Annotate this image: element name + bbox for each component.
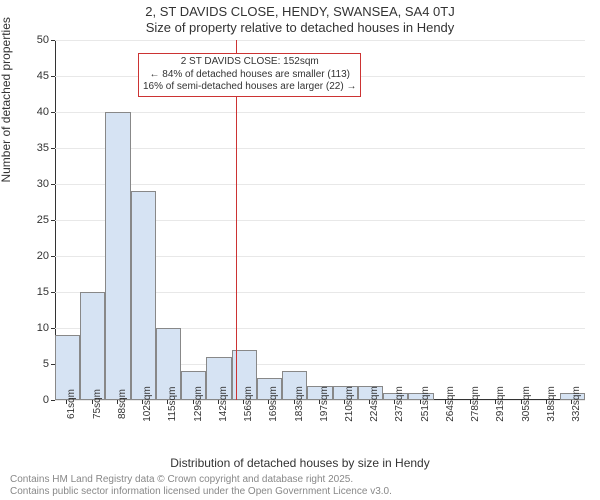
footer-line-2: Contains public sector information licen… bbox=[10, 486, 392, 498]
x-tick-mark bbox=[445, 400, 446, 404]
x-tick-label: 142sqm bbox=[218, 386, 229, 422]
x-tick-mark bbox=[294, 400, 295, 404]
plot-area: 0510152025303540455061sqm75sqm88sqm102sq… bbox=[55, 40, 585, 400]
x-tick-mark bbox=[319, 400, 320, 404]
x-tick-label: 156sqm bbox=[243, 386, 254, 422]
x-tick-label: 251sqm bbox=[420, 386, 431, 422]
x-tick-label: 197sqm bbox=[319, 386, 330, 422]
x-tick-mark bbox=[344, 400, 345, 404]
x-tick-label: 61sqm bbox=[66, 389, 77, 419]
grid-line bbox=[55, 112, 585, 113]
chart-container: 2, ST DAVIDS CLOSE, HENDY, SWANSEA, SA4 … bbox=[0, 0, 600, 500]
annotation-line: 16% of semi-detached houses are larger (… bbox=[143, 81, 356, 94]
y-tick-mark bbox=[51, 256, 55, 257]
x-tick-label: 115sqm bbox=[167, 387, 178, 422]
footer-line-1: Contains HM Land Registry data © Crown c… bbox=[10, 474, 392, 486]
y-tick-label: 50 bbox=[37, 34, 49, 46]
grid-line bbox=[55, 40, 585, 41]
x-tick-mark bbox=[420, 400, 421, 404]
x-tick-label: 210sqm bbox=[344, 386, 355, 422]
x-tick-label: 102sqm bbox=[142, 386, 153, 422]
y-tick-label: 10 bbox=[37, 322, 49, 334]
x-tick-label: 169sqm bbox=[268, 386, 279, 422]
y-tick-label: 35 bbox=[37, 142, 49, 154]
y-tick-label: 25 bbox=[37, 214, 49, 226]
annotation-line: 2 ST DAVIDS CLOSE: 152sqm bbox=[143, 56, 356, 69]
y-tick-mark bbox=[51, 328, 55, 329]
x-tick-label: 278sqm bbox=[470, 386, 481, 422]
footer-attribution: Contains HM Land Registry data © Crown c… bbox=[10, 474, 392, 498]
chart-title-sub: Size of property relative to detached ho… bbox=[0, 20, 600, 35]
x-tick-label: 332sqm bbox=[571, 386, 582, 422]
y-tick-mark bbox=[51, 40, 55, 41]
x-tick-mark bbox=[394, 400, 395, 404]
annotation-box: 2 ST DAVIDS CLOSE: 152sqm← 84% of detach… bbox=[138, 53, 361, 97]
x-tick-label: 237sqm bbox=[394, 386, 405, 422]
grid-line bbox=[55, 184, 585, 185]
y-tick-label: 30 bbox=[37, 178, 49, 190]
x-tick-mark bbox=[470, 400, 471, 404]
x-tick-label: 305sqm bbox=[521, 386, 532, 422]
y-tick-mark bbox=[51, 112, 55, 113]
y-tick-label: 15 bbox=[37, 286, 49, 298]
y-tick-label: 5 bbox=[43, 358, 49, 370]
y-tick-mark bbox=[51, 400, 55, 401]
x-tick-label: 129sqm bbox=[193, 386, 204, 422]
x-tick-mark bbox=[546, 400, 547, 404]
histogram-bar bbox=[105, 112, 130, 400]
x-tick-mark bbox=[571, 400, 572, 404]
y-tick-label: 0 bbox=[43, 394, 49, 406]
y-tick-label: 20 bbox=[37, 250, 49, 262]
x-tick-mark bbox=[167, 400, 168, 404]
y-tick-mark bbox=[51, 220, 55, 221]
x-tick-label: 183sqm bbox=[294, 386, 305, 422]
y-tick-mark bbox=[51, 148, 55, 149]
x-tick-mark bbox=[495, 400, 496, 404]
y-tick-mark bbox=[51, 292, 55, 293]
x-tick-mark bbox=[117, 400, 118, 404]
y-tick-label: 45 bbox=[37, 70, 49, 82]
x-tick-mark bbox=[521, 400, 522, 404]
chart-title-main: 2, ST DAVIDS CLOSE, HENDY, SWANSEA, SA4 … bbox=[0, 4, 600, 19]
x-tick-mark bbox=[66, 400, 67, 404]
x-tick-mark bbox=[218, 400, 219, 404]
x-tick-label: 291sqm bbox=[495, 386, 506, 422]
y-tick-mark bbox=[51, 76, 55, 77]
x-tick-mark bbox=[193, 400, 194, 404]
grid-line bbox=[55, 148, 585, 149]
x-tick-mark bbox=[243, 400, 244, 404]
y-tick-mark bbox=[51, 184, 55, 185]
x-tick-label: 88sqm bbox=[117, 389, 128, 419]
x-axis-label: Distribution of detached houses by size … bbox=[0, 456, 600, 470]
x-tick-mark bbox=[268, 400, 269, 404]
x-tick-mark bbox=[142, 400, 143, 404]
x-tick-mark bbox=[369, 400, 370, 404]
x-tick-label: 75sqm bbox=[92, 389, 103, 419]
x-tick-label: 264sqm bbox=[445, 386, 456, 422]
x-tick-mark bbox=[92, 400, 93, 404]
histogram-bar bbox=[80, 292, 105, 400]
x-tick-label: 224sqm bbox=[369, 386, 380, 422]
y-tick-label: 40 bbox=[37, 106, 49, 118]
histogram-bar bbox=[131, 191, 156, 400]
annotation-line: ← 84% of detached houses are smaller (11… bbox=[143, 69, 356, 82]
y-axis-label: Number of detached properties bbox=[0, 17, 13, 182]
x-tick-label: 318sqm bbox=[546, 386, 557, 422]
